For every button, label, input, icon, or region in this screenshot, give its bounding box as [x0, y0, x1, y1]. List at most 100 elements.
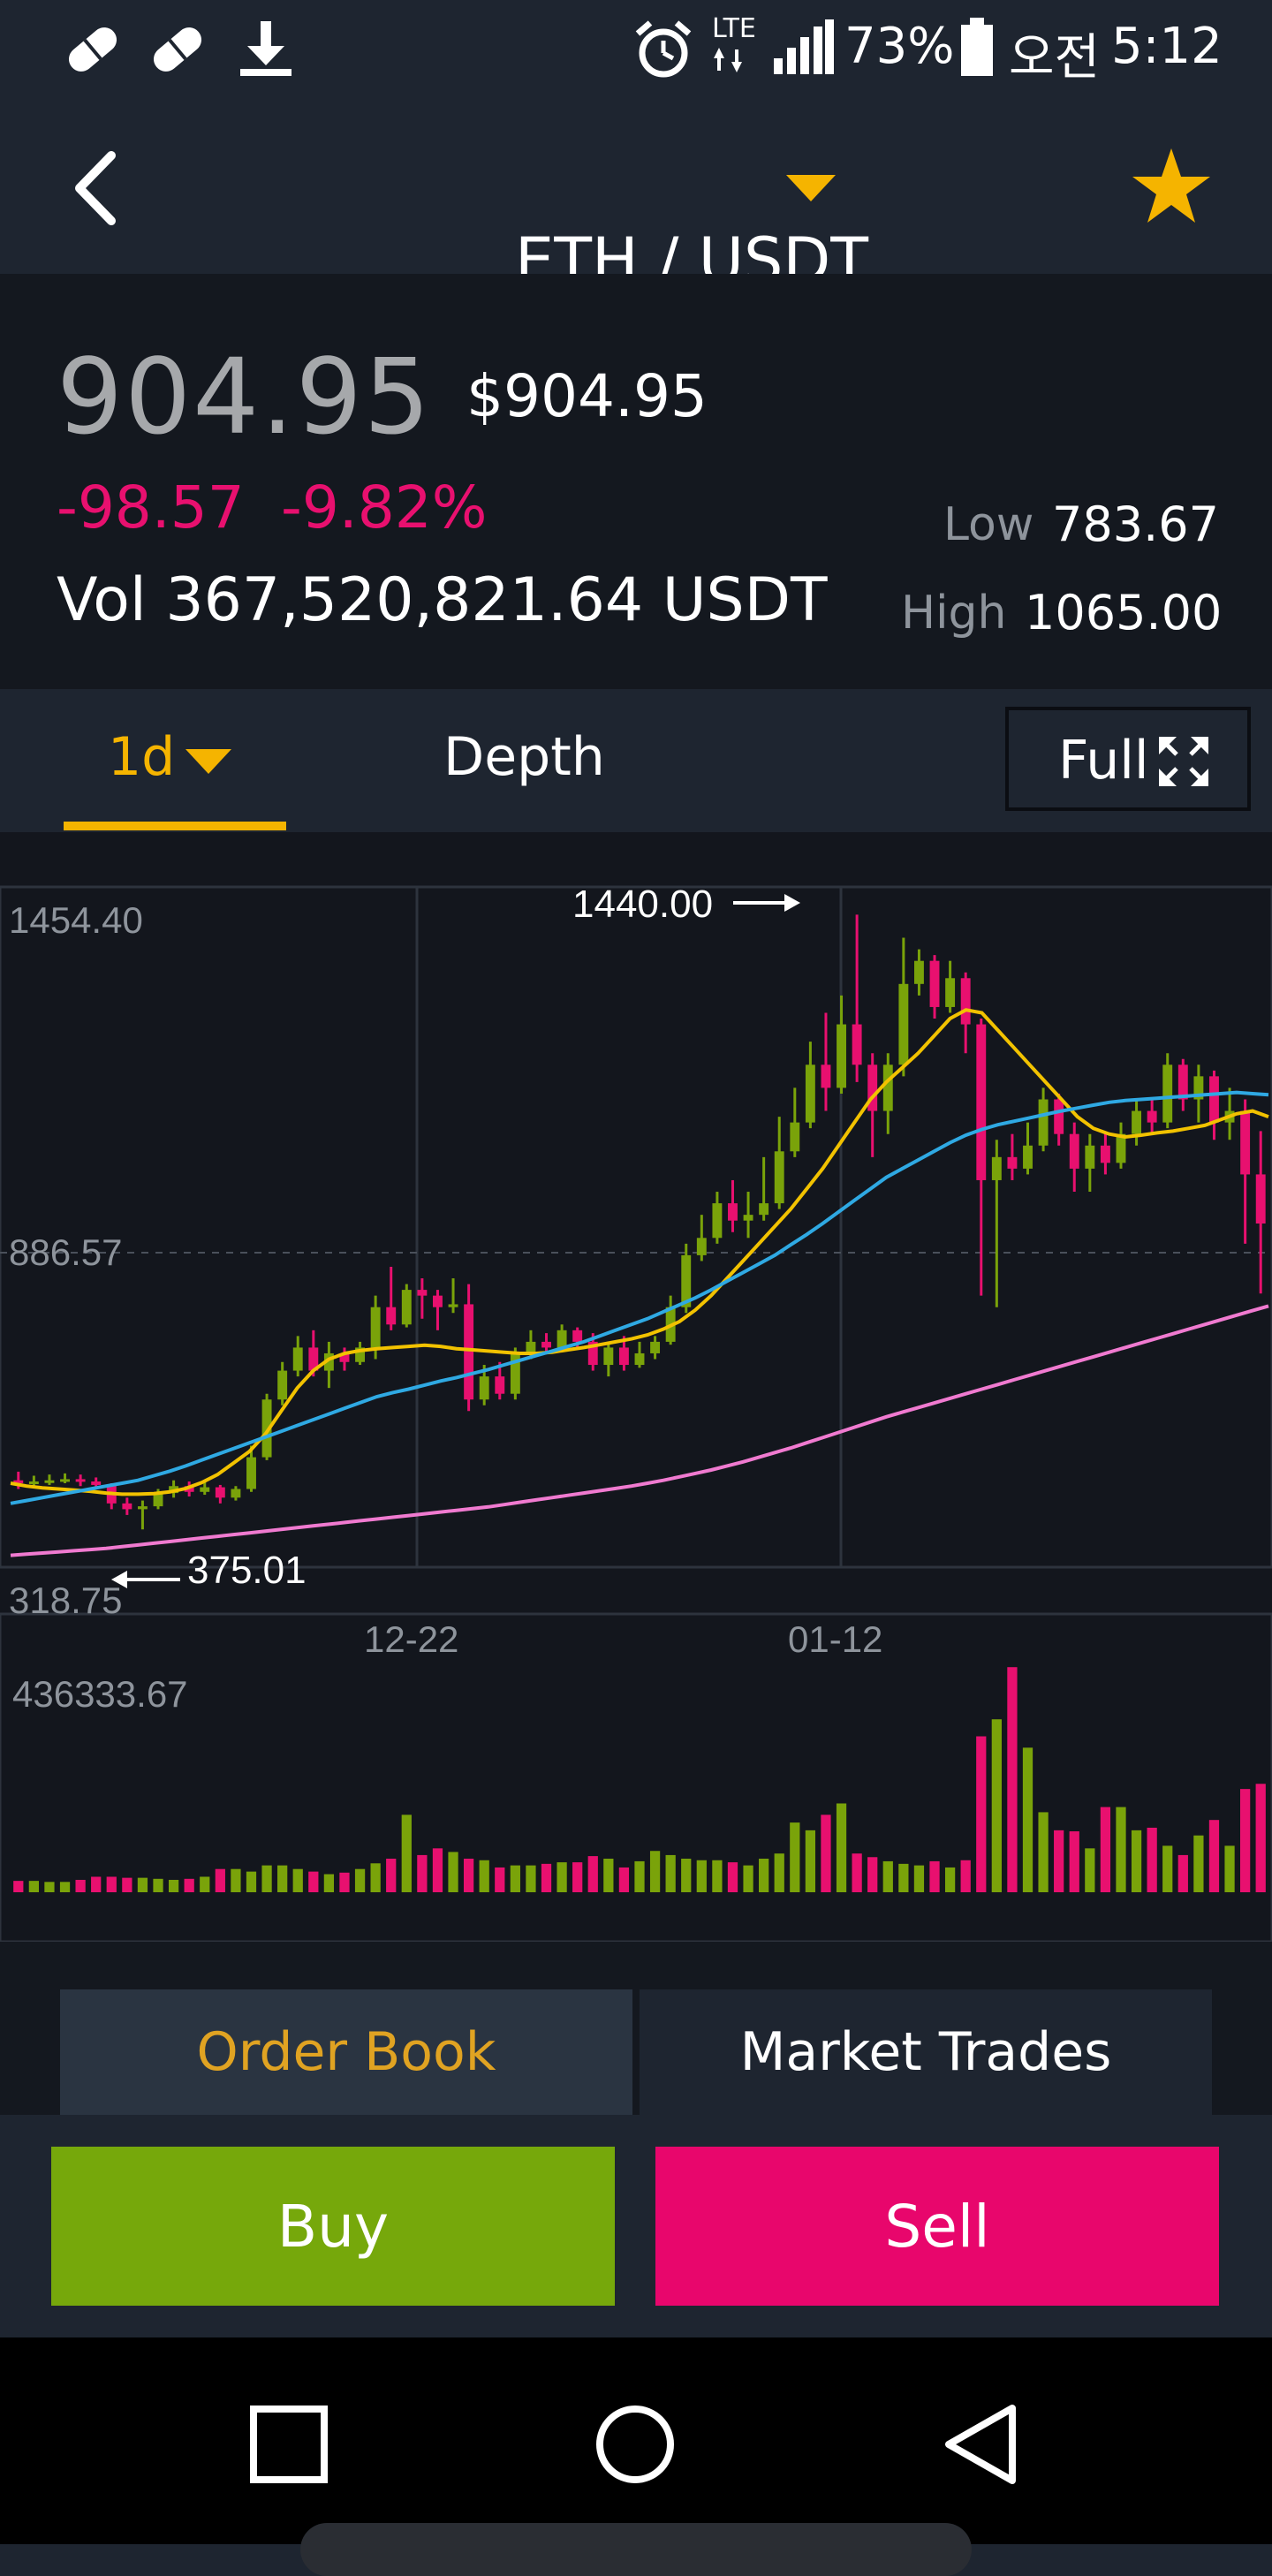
candle-body — [1038, 1099, 1049, 1146]
volume-bar — [541, 1863, 552, 1892]
volume-bar — [75, 1879, 86, 1892]
sell-label: Sell — [884, 2192, 990, 2261]
volume-bar — [137, 1877, 148, 1892]
volume-bar — [495, 1867, 505, 1892]
high-label: High — [901, 587, 1007, 640]
alarm-clock-icon — [635, 20, 692, 78]
candle-body — [448, 1304, 458, 1307]
candle-body — [1116, 1133, 1126, 1163]
buy-button[interactable]: Buy — [51, 2147, 615, 2306]
candle-body — [355, 1347, 366, 1362]
volume-bar — [463, 1859, 474, 1892]
chart-frame — [0, 885, 1272, 1569]
candle-body — [28, 1481, 39, 1485]
candle-body — [1177, 1064, 1188, 1100]
candle-body — [1007, 1156, 1018, 1169]
volume-bar — [743, 1865, 753, 1892]
volume-bar — [1007, 1667, 1018, 1892]
candle-body — [215, 1487, 225, 1498]
candle-body — [1209, 1076, 1219, 1123]
volume-bar — [587, 1856, 598, 1892]
ma-mid-line — [10, 1090, 1269, 1505]
system-nav-bar — [0, 2337, 1272, 2576]
data-arrows-icon — [714, 48, 742, 72]
volume-bar — [386, 1859, 397, 1892]
tab-market-trades[interactable]: Market Trades — [640, 1989, 1212, 2115]
fullscreen-button[interactable]: Full — [1005, 707, 1251, 811]
volume-bar — [836, 1803, 847, 1892]
volume-bar — [852, 1853, 862, 1892]
date-label-1: 12-22 — [364, 1618, 458, 1660]
tab-interval[interactable]: 1d — [64, 689, 286, 832]
price-change-percent: -9.82% — [281, 474, 488, 542]
volume-bar — [122, 1877, 132, 1892]
candle-body — [696, 1238, 707, 1255]
candle-body — [913, 960, 924, 984]
volume-bar — [634, 1860, 645, 1892]
candlestick-chart[interactable]: 1454.40 886.57 318.75 12-22 01-12 436333… — [0, 832, 1272, 1943]
candle-body — [1193, 1076, 1204, 1100]
volume-bar — [759, 1859, 769, 1892]
clock-time: 5:12 — [1111, 18, 1223, 75]
volume-24h: Vol 367,520,821.64 USDT — [57, 565, 828, 635]
interval-label: 1d — [108, 726, 176, 788]
last-price: 904.95 — [57, 336, 432, 458]
candle-body — [618, 1347, 629, 1366]
volume-bar — [774, 1853, 784, 1892]
volume-bar — [790, 1822, 800, 1892]
volume-bar — [526, 1865, 536, 1892]
candle-body — [821, 1064, 831, 1088]
min-arrow-icon — [111, 1571, 180, 1588]
candle-body — [1085, 1145, 1095, 1169]
buy-label: Buy — [276, 2192, 390, 2261]
candle-body — [587, 1341, 598, 1366]
candle-body — [728, 1203, 738, 1221]
star-icon[interactable] — [1131, 147, 1212, 226]
chart-tabs: 1d Depth Full — [0, 689, 1272, 832]
sell-button[interactable]: Sell — [655, 2147, 1219, 2306]
candle-body — [1147, 1110, 1157, 1123]
volume-bar — [153, 1878, 163, 1892]
candle-body — [743, 1215, 753, 1221]
volume-bar — [1255, 1784, 1266, 1892]
date-label-2: 01-12 — [788, 1618, 882, 1660]
back-arrow-icon[interactable] — [69, 148, 122, 228]
candle-body — [790, 1122, 800, 1152]
volume-bar — [308, 1871, 319, 1892]
candle-body — [60, 1479, 70, 1482]
volume-bar — [1224, 1845, 1235, 1892]
volume-bar — [510, 1865, 520, 1892]
low-value: 783.67 — [1052, 496, 1219, 552]
dropdown-triangle-icon[interactable] — [784, 171, 837, 207]
candle-body — [867, 1064, 878, 1111]
home-circle-icon[interactable] — [594, 2403, 677, 2486]
candle-body — [882, 1064, 893, 1111]
tab-depth[interactable]: Depth — [443, 726, 605, 788]
price-chart[interactable]: 1454.40 886.57 318.75 12-22 01-12 436333… — [0, 832, 1272, 1943]
volume-bar — [401, 1815, 412, 1892]
gesture-handle — [300, 2523, 972, 2576]
candle-body — [805, 1064, 815, 1123]
back-triangle-icon[interactable] — [942, 2403, 1021, 2486]
usd-price: $904.95 — [466, 362, 708, 430]
recents-square-icon[interactable] — [249, 2405, 329, 2484]
volume-bar — [44, 1882, 55, 1892]
candle-body — [556, 1330, 567, 1348]
tab-order-book[interactable]: Order Book — [60, 1989, 632, 2115]
trade-actions: Buy Sell — [0, 2115, 1272, 2337]
volume-bar — [215, 1868, 225, 1892]
pill-icon — [68, 27, 117, 72]
dropdown-triangle-icon — [186, 749, 231, 774]
volume-bar — [976, 1736, 987, 1892]
volume-bar — [1162, 1845, 1173, 1892]
candle-body — [634, 1352, 645, 1366]
candle-body — [759, 1203, 769, 1216]
candle-body — [945, 978, 956, 1007]
candle-body — [712, 1203, 723, 1239]
signal-bars-icon — [774, 19, 834, 74]
candle-body — [479, 1376, 489, 1400]
volume-bar — [370, 1863, 381, 1892]
order-book-label: Order Book — [196, 2021, 496, 2083]
volume-bar — [13, 1881, 24, 1892]
volume-bar — [1116, 1807, 1126, 1892]
